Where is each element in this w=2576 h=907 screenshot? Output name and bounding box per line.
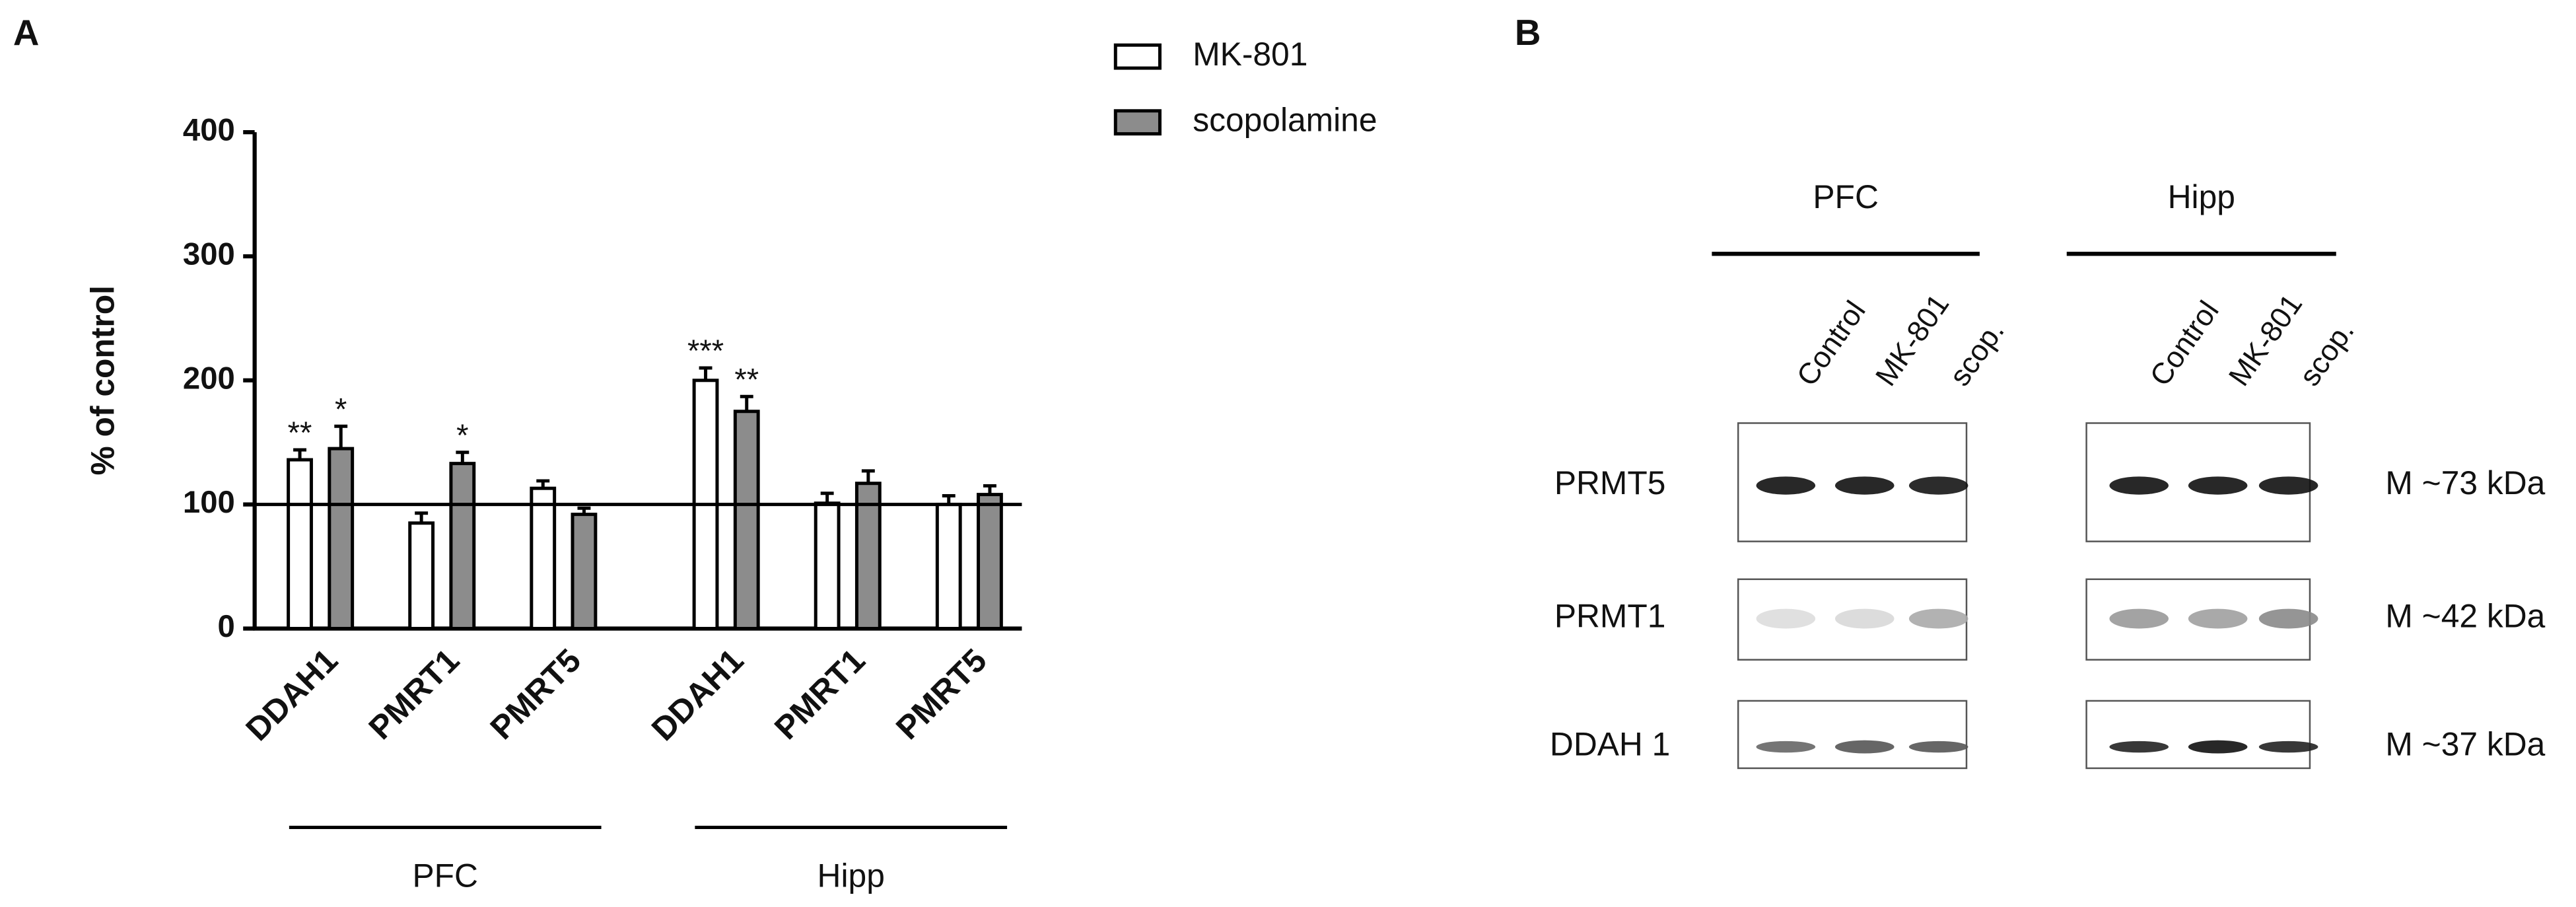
blot-band bbox=[2188, 608, 2248, 629]
lane-label: Control bbox=[2143, 295, 2225, 392]
bar bbox=[814, 501, 841, 630]
bar bbox=[530, 486, 557, 630]
row-protein: PRMT5 bbox=[1554, 464, 1666, 501]
row-protein: DDAH 1 bbox=[1550, 726, 1670, 763]
legend-label: scopolamine bbox=[1193, 101, 1377, 138]
bar bbox=[571, 513, 598, 630]
x-tick-label: DDAH1 bbox=[238, 641, 345, 748]
significance: ** bbox=[288, 416, 312, 451]
blot-band bbox=[1756, 476, 1816, 495]
blot-frames bbox=[1737, 422, 2311, 770]
blot-band bbox=[1756, 608, 1816, 629]
bar bbox=[328, 447, 355, 630]
row-size: M ~37 kDa bbox=[2385, 726, 2545, 763]
significance: * bbox=[456, 418, 468, 453]
legend-swatch bbox=[1113, 43, 1162, 70]
significance: ** bbox=[734, 362, 759, 397]
blot-band bbox=[2258, 476, 2318, 495]
bar bbox=[733, 410, 760, 630]
y-tick-label: 300 bbox=[183, 236, 235, 272]
lane-label: MK-801 bbox=[1869, 288, 1956, 392]
blot-band bbox=[2188, 476, 2248, 495]
panel-label: A bbox=[13, 12, 40, 53]
bar bbox=[408, 521, 435, 630]
bar bbox=[977, 493, 1003, 630]
blot-band bbox=[2258, 741, 2318, 753]
blot-group-label: Hipp bbox=[2168, 178, 2235, 215]
x-tick-label: PMRT1 bbox=[767, 641, 872, 746]
blot-band bbox=[1834, 740, 1895, 754]
lane-label: MK-801 bbox=[2222, 288, 2309, 392]
bar bbox=[854, 482, 882, 630]
y-axis-label: % of control bbox=[84, 285, 121, 475]
lane-label: scop. bbox=[2293, 315, 2360, 392]
row-size: M ~73 kDa bbox=[2385, 464, 2545, 501]
y-tick-label: 0 bbox=[217, 609, 234, 644]
row-size: M ~42 kDa bbox=[2385, 598, 2545, 635]
x-tick-label: PMRT5 bbox=[889, 641, 994, 746]
lane-label: Control bbox=[1790, 295, 1872, 392]
y-tick-label: 100 bbox=[183, 485, 235, 520]
blot-band bbox=[1834, 476, 1895, 495]
group-label: Hipp bbox=[818, 857, 885, 894]
group-label: PFC bbox=[412, 857, 478, 894]
panel-label: B bbox=[1515, 12, 1541, 53]
significance: *** bbox=[687, 334, 724, 369]
blot-band bbox=[1908, 608, 1968, 629]
lane-label: scop. bbox=[1943, 315, 2010, 392]
x-tick-label: PMRT5 bbox=[483, 641, 588, 746]
blot-band bbox=[2188, 740, 2248, 754]
legend-label: MK-801 bbox=[1193, 36, 1307, 73]
blot-band bbox=[1908, 476, 1968, 495]
blot-group-label: PFC bbox=[1813, 178, 1879, 215]
bar bbox=[935, 503, 962, 630]
blot-band bbox=[2109, 608, 2169, 629]
y-tick-label: 200 bbox=[183, 361, 235, 396]
blot-band bbox=[2109, 741, 2169, 753]
y-tick-label: 400 bbox=[183, 113, 235, 148]
x-tick-label: PMRT1 bbox=[361, 641, 466, 746]
x-tick-label: DDAH1 bbox=[644, 641, 751, 748]
legend-swatch bbox=[1113, 109, 1162, 136]
bar bbox=[287, 458, 313, 630]
blot-band bbox=[1908, 741, 1968, 753]
bar bbox=[449, 462, 476, 630]
blot-band bbox=[1834, 608, 1895, 629]
row-protein: PRMT1 bbox=[1554, 598, 1666, 635]
significance: * bbox=[335, 392, 347, 427]
blot-band bbox=[2258, 608, 2318, 629]
blot-band bbox=[1756, 741, 1816, 753]
blot-band bbox=[2109, 476, 2169, 495]
